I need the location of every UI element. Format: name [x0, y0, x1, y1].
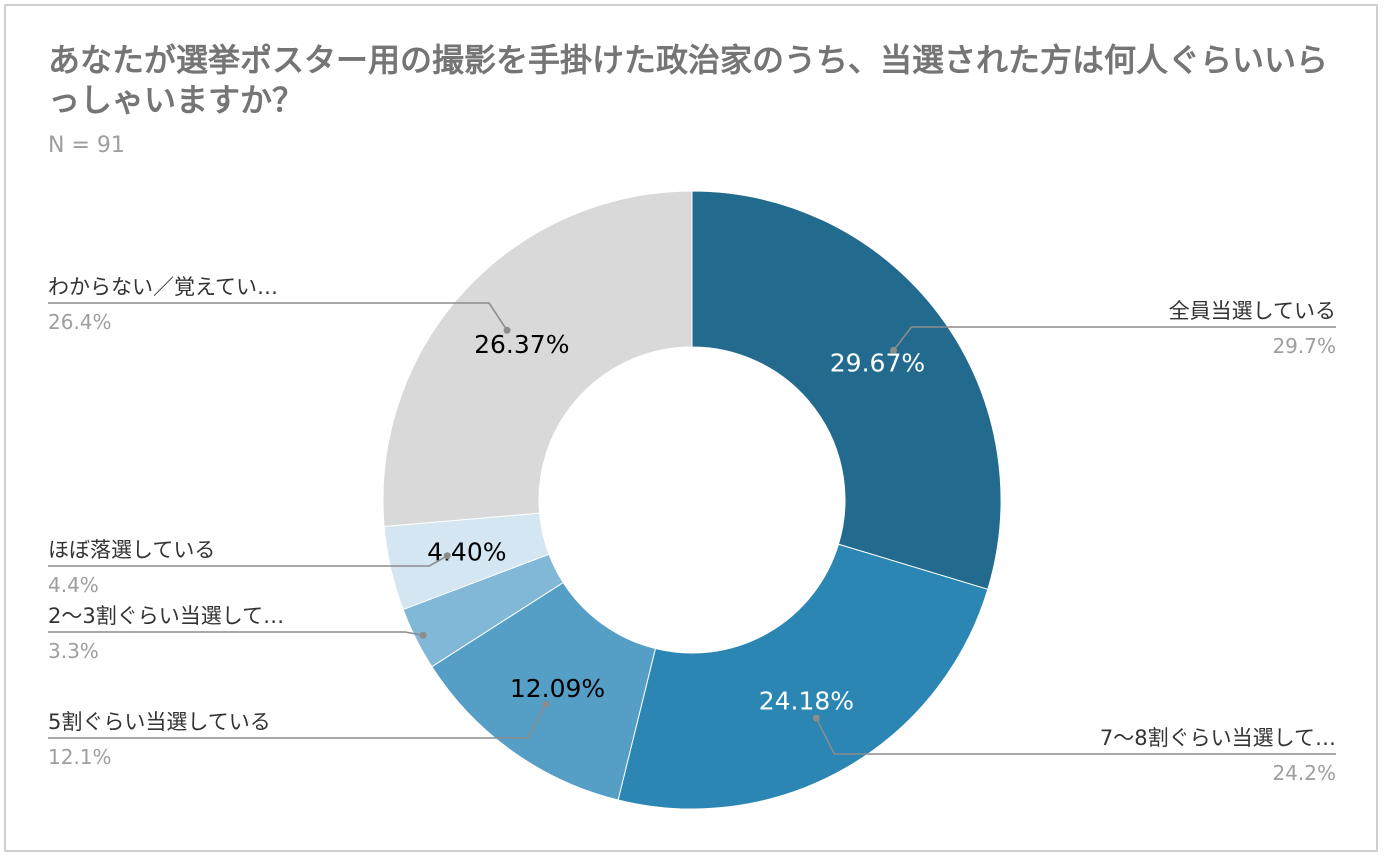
- slice-label-4: 4.40%: [427, 537, 506, 566]
- chart-title: あなたが選挙ポスター用の撮影を手掛けた政治家のうち、当選された方は何人ぐらいいら…: [48, 41, 1329, 119]
- callout-name-5: わからない／覚えてい…: [48, 275, 278, 299]
- callout-name-3: 2〜3割ぐらい当選して…: [48, 604, 284, 628]
- slice-label-1: 24.18%: [759, 687, 854, 716]
- callout-name-0: 全員当選している: [1169, 299, 1336, 323]
- callout-line-5: [48, 302, 508, 331]
- callout-value-4: 4.4%: [48, 573, 99, 597]
- donut-callouts: 全員当選している 29.7% 7〜8割ぐらい当選して… 24.2% 5割ぐらい当選してい…: [48, 275, 1336, 785]
- donut-slice-labels: 29.67% 24.18% 12.09% 4.40% 26.37%: [427, 330, 925, 716]
- donut-slice-0: [691, 190, 1002, 590]
- callout-name-2: 5割ぐらい当選している: [48, 710, 271, 734]
- slice-label-5: 26.37%: [474, 330, 569, 359]
- callout-value-2: 12.1%: [48, 745, 112, 769]
- callout-value-1: 24.2%: [1272, 761, 1336, 785]
- donut-slice-1: [617, 543, 989, 810]
- callout-line-2: [48, 703, 547, 739]
- donut-slices: [382, 190, 1002, 810]
- chart-subtitle: N = 91: [48, 133, 125, 158]
- callout-line-1: [815, 717, 1336, 755]
- callout-value-0: 29.7%: [1272, 334, 1336, 358]
- callout-value-5: 26.4%: [48, 310, 112, 334]
- callout-name-4: ほぼ落選している: [48, 538, 215, 562]
- donut-slice-5: [382, 190, 693, 528]
- slice-label-2: 12.09%: [510, 674, 605, 703]
- slice-label-0: 29.67%: [830, 348, 925, 377]
- callout-value-3: 3.3%: [48, 639, 99, 663]
- donut-slice-2: [431, 581, 657, 801]
- callout-line-4: [48, 555, 448, 567]
- callout-name-1: 7〜8割ぐらい当選して…: [1100, 726, 1336, 750]
- callout-line-0: [892, 326, 1336, 351]
- callout-line-3: [48, 631, 424, 637]
